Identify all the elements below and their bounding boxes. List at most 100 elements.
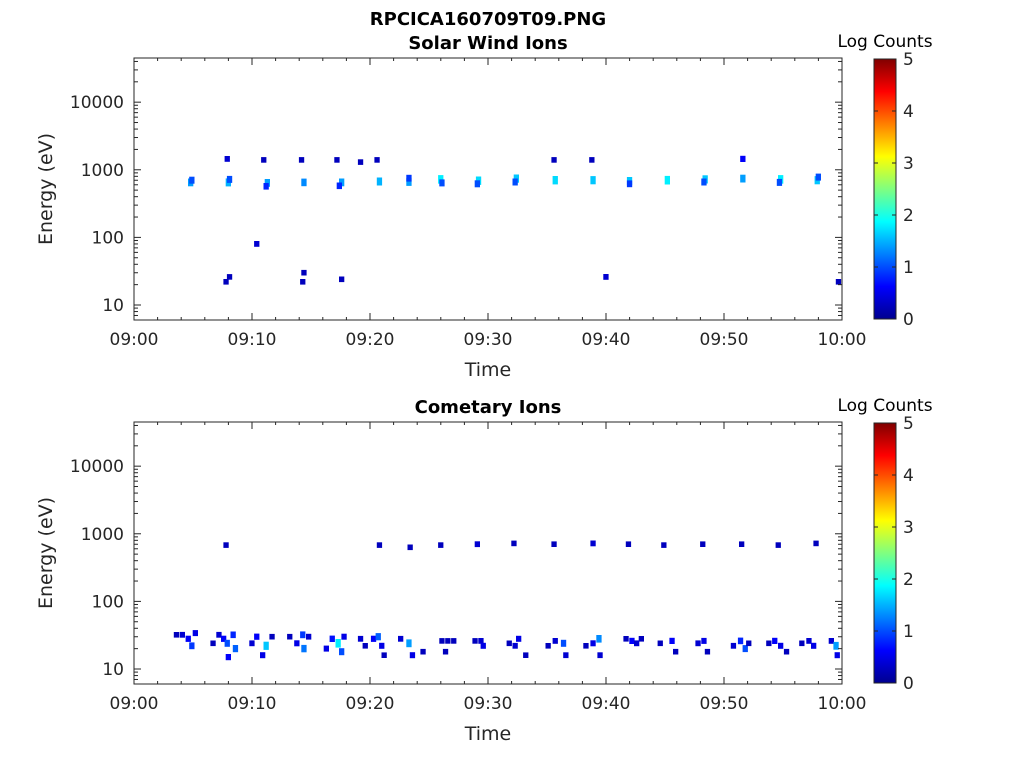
cometary-data-cell (173, 632, 180, 638)
solar-wind-x-tick-label: 09:00 (110, 330, 159, 350)
cometary-data-cell (766, 640, 772, 647)
cometary-data-cell (254, 633, 260, 640)
solar-wind-data-cell (223, 279, 229, 285)
cometary-colorbar (873, 422, 897, 684)
cometary-data-cell (409, 652, 416, 659)
cometary-title: Cometary Ions (415, 397, 562, 418)
solar-wind-data-cell (298, 157, 305, 163)
cometary-data-cell (376, 542, 383, 548)
cometary-data-cell (357, 635, 364, 642)
cometary-data-cell (223, 542, 229, 548)
cometary-data-cell (516, 635, 522, 642)
cometary-data-cell (775, 542, 781, 548)
cometary-data-cell (442, 648, 449, 655)
solar-wind-data-cell (590, 176, 596, 185)
solar-wind-data-cell (339, 276, 345, 283)
cometary-data-cell (300, 631, 306, 639)
cometary-data-cell (634, 640, 640, 647)
solar-wind-colorbar-tick-label: 2 (903, 206, 914, 226)
cometary-data-cell (230, 631, 236, 639)
cometary-data-cell (772, 637, 778, 644)
cometary-data-cell (806, 638, 812, 644)
cometary-data-cell (362, 643, 368, 649)
cometary-data-cell (783, 648, 790, 655)
cometary-data-cell (811, 642, 817, 649)
cometary-y-tick-label: 10 (102, 660, 124, 680)
cometary-data-cell (834, 652, 840, 659)
solar-wind-data-cell (224, 156, 230, 162)
cometary-x-tick-label: 09:10 (228, 694, 277, 714)
solar-wind-data-cell (406, 178, 412, 186)
cometary-data-cell (451, 638, 457, 644)
cometary-x-tick-label: 09:50 (700, 694, 749, 714)
solar-wind-colorbar-tick-label: 5 (903, 50, 914, 70)
cometary-data-cell (545, 643, 551, 649)
cometary-data-cell (269, 633, 275, 640)
cometary-data-cell (657, 640, 663, 647)
cometary-x-tick-label: 10:00 (818, 694, 867, 714)
cometary-data-cell (563, 652, 569, 659)
cometary-y-tick-label: 1000 (81, 525, 124, 545)
cometary-data-cell (216, 631, 222, 638)
cometary-data-cell (638, 636, 644, 642)
cometary-data-cell (590, 540, 596, 547)
cometary-data-cell (730, 642, 737, 649)
cometary-data-cell (249, 640, 255, 647)
cometary-data-cell (512, 642, 518, 649)
cometary-data-cell (381, 652, 387, 658)
cometary-data-cell (420, 648, 426, 655)
cometary-data-cell (597, 652, 603, 659)
cometary-data-cell (323, 645, 329, 652)
cometary-x-tick-label: 09:00 (110, 694, 159, 714)
solar-wind-data-cell (406, 174, 412, 182)
cometary-data-cell (506, 640, 512, 647)
solar-wind-xlabel: Time (464, 359, 512, 381)
cometary-data-cell (474, 541, 480, 548)
solar-wind-x-tick-label: 10:00 (818, 330, 867, 350)
cometary-data-cell (813, 540, 819, 547)
solar-wind-data-cell (263, 183, 269, 190)
solar-wind-data-cell (374, 157, 380, 163)
cometary-data-cell (210, 640, 216, 647)
cometary-data-cell (511, 540, 517, 547)
solar-wind-x-tick-label: 09:30 (464, 330, 513, 350)
solar-wind-colorbar (873, 58, 897, 320)
cometary-data-cell (379, 642, 385, 649)
solar-wind-data-cell (439, 179, 445, 187)
solar-wind-data-cell (512, 178, 518, 186)
solar-wind-data-cell (835, 279, 842, 285)
cometary-data-cell (179, 631, 185, 638)
solar-wind-x-tick-label: 09:40 (582, 330, 631, 350)
cometary-colorbar-tick-label: 1 (903, 622, 914, 642)
solar-wind-data-cell (776, 178, 783, 186)
cometary-data-cell (623, 636, 629, 642)
cometary-data-cell (700, 541, 706, 547)
cometary-data-cell (306, 633, 312, 640)
cometary-data-cell (590, 640, 596, 647)
cometary-data-cell (294, 640, 300, 647)
solar-wind-data-cell (815, 173, 821, 181)
cometary-colorbar-tick-label: 3 (903, 518, 914, 538)
cometary-data-cell (339, 648, 345, 656)
solar-wind-y-tick-label: 10 (102, 296, 124, 316)
solar-wind-y-tick-label: 100 (92, 228, 124, 248)
solar-wind-ylabel: Energy (eV) (35, 133, 57, 245)
solar-wind-data-cell (664, 175, 670, 185)
cometary-x-tick-label: 09:30 (464, 694, 513, 714)
cometary-data-cell (478, 638, 484, 644)
cometary-data-cell (523, 652, 529, 658)
cometary-data-cell (552, 638, 558, 644)
solar-wind-x-tick-label: 09:10 (228, 330, 277, 350)
solar-wind-colorbar-tick-label: 4 (903, 102, 914, 122)
cometary-data-cell (625, 541, 632, 547)
cometary-data-cell (673, 648, 679, 655)
cometary-data-cell (701, 637, 707, 644)
cometary-data-cell (438, 542, 444, 548)
solar-wind-title: Solar Wind Ions (408, 33, 567, 54)
cometary-colorbar-tick-label: 0 (903, 674, 914, 694)
solar-wind-data-cell (701, 178, 707, 186)
cometary-data-cell (704, 648, 711, 655)
solar-wind-data-cell (301, 269, 307, 276)
solar-wind-plot-frame (133, 57, 843, 321)
